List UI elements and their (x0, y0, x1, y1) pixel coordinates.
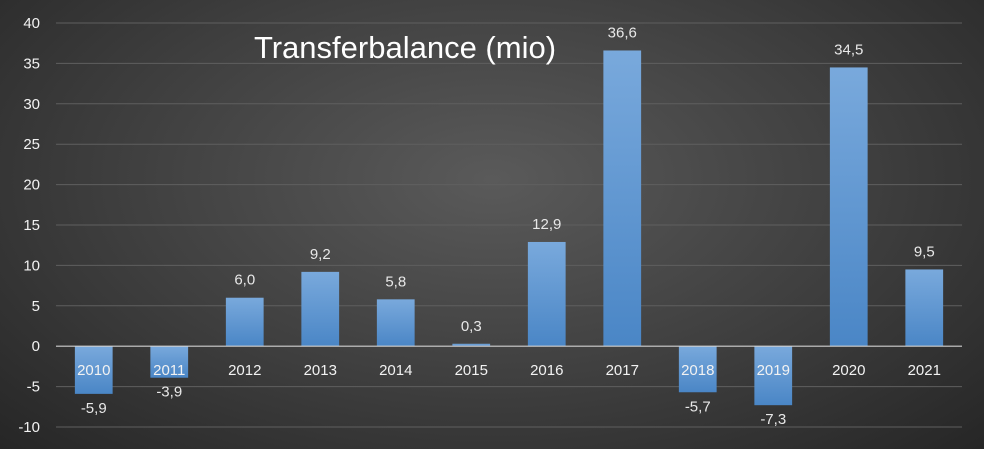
chart-title: Transferbalance (mio) (254, 30, 556, 65)
data-label-2010: -5,9 (81, 400, 107, 417)
bar-2013 (301, 271, 340, 347)
x-tick-label-2016: 2016 (530, 362, 563, 379)
y-tick-label: 20 (23, 177, 40, 194)
bar-2016 (527, 241, 566, 347)
y-tick-label: 15 (23, 217, 40, 234)
data-label-2016: 12,9 (532, 216, 561, 233)
x-tick-label-2019: 2019 (757, 362, 790, 379)
x-tick-label-2010: 2010 (77, 362, 110, 379)
bar-2014 (376, 299, 415, 347)
gridlines (56, 22, 962, 428)
x-tick-label-2012: 2012 (228, 362, 261, 379)
y-tick-label: 40 (23, 15, 40, 32)
data-label-2011: -3,9 (156, 384, 182, 401)
bars (74, 50, 944, 406)
data-label-2018: -5,7 (685, 398, 711, 415)
x-tick-label-2021: 2021 (908, 362, 941, 379)
y-tick-label: -5 (27, 379, 40, 396)
data-labels: -5,9 -3,9 6,0 9,2 5,8 0,3 12,9 36,6 -5,7 -7,3 34,5… (81, 24, 935, 428)
category-labels: 2010 2011 2012 2013 2014 2015 2016 2017 2018 2019… (77, 362, 941, 379)
y-tick-label: 30 (23, 96, 40, 113)
bar-2017 (603, 50, 642, 347)
bar-2011 (150, 346, 189, 378)
bar-2012 (225, 297, 264, 347)
y-tick-label: 0 (32, 338, 40, 355)
x-tick-label-2011: 2011 (153, 362, 185, 379)
data-label-2021: 9,5 (914, 243, 935, 260)
bar-2020 (829, 67, 868, 347)
data-label-2020: 34,5 (834, 41, 863, 58)
bar-2015 (452, 343, 491, 347)
y-tick-label: 10 (23, 257, 40, 274)
bar-2019 (754, 346, 793, 406)
x-tick-label-2018: 2018 (681, 362, 714, 379)
y-axis-tick-labels: -10 -5 0 5 10 15 20 25 30 35 40 (18, 15, 40, 436)
data-label-2014: 5,8 (385, 273, 406, 290)
x-tick-label-2020: 2020 (832, 362, 865, 379)
x-tick-label-2015: 2015 (455, 362, 488, 379)
y-tick-label: 25 (23, 136, 40, 153)
data-label-2012: 6,0 (234, 272, 255, 289)
bar-2018 (678, 346, 717, 393)
bar-2021 (905, 269, 944, 347)
bar-2010 (74, 346, 113, 394)
x-tick-label-2017: 2017 (606, 362, 639, 379)
y-tick-label: 5 (32, 298, 40, 315)
data-label-2013: 9,2 (310, 246, 331, 263)
data-label-2017: 36,6 (608, 24, 637, 41)
data-label-2019: -7,3 (760, 411, 786, 428)
data-label-2015: 0,3 (461, 318, 482, 335)
x-tick-label-2013: 2013 (304, 362, 337, 379)
x-tick-label-2014: 2014 (379, 362, 412, 379)
y-tick-label: 35 (23, 55, 40, 72)
y-tick-label: -10 (18, 419, 40, 436)
